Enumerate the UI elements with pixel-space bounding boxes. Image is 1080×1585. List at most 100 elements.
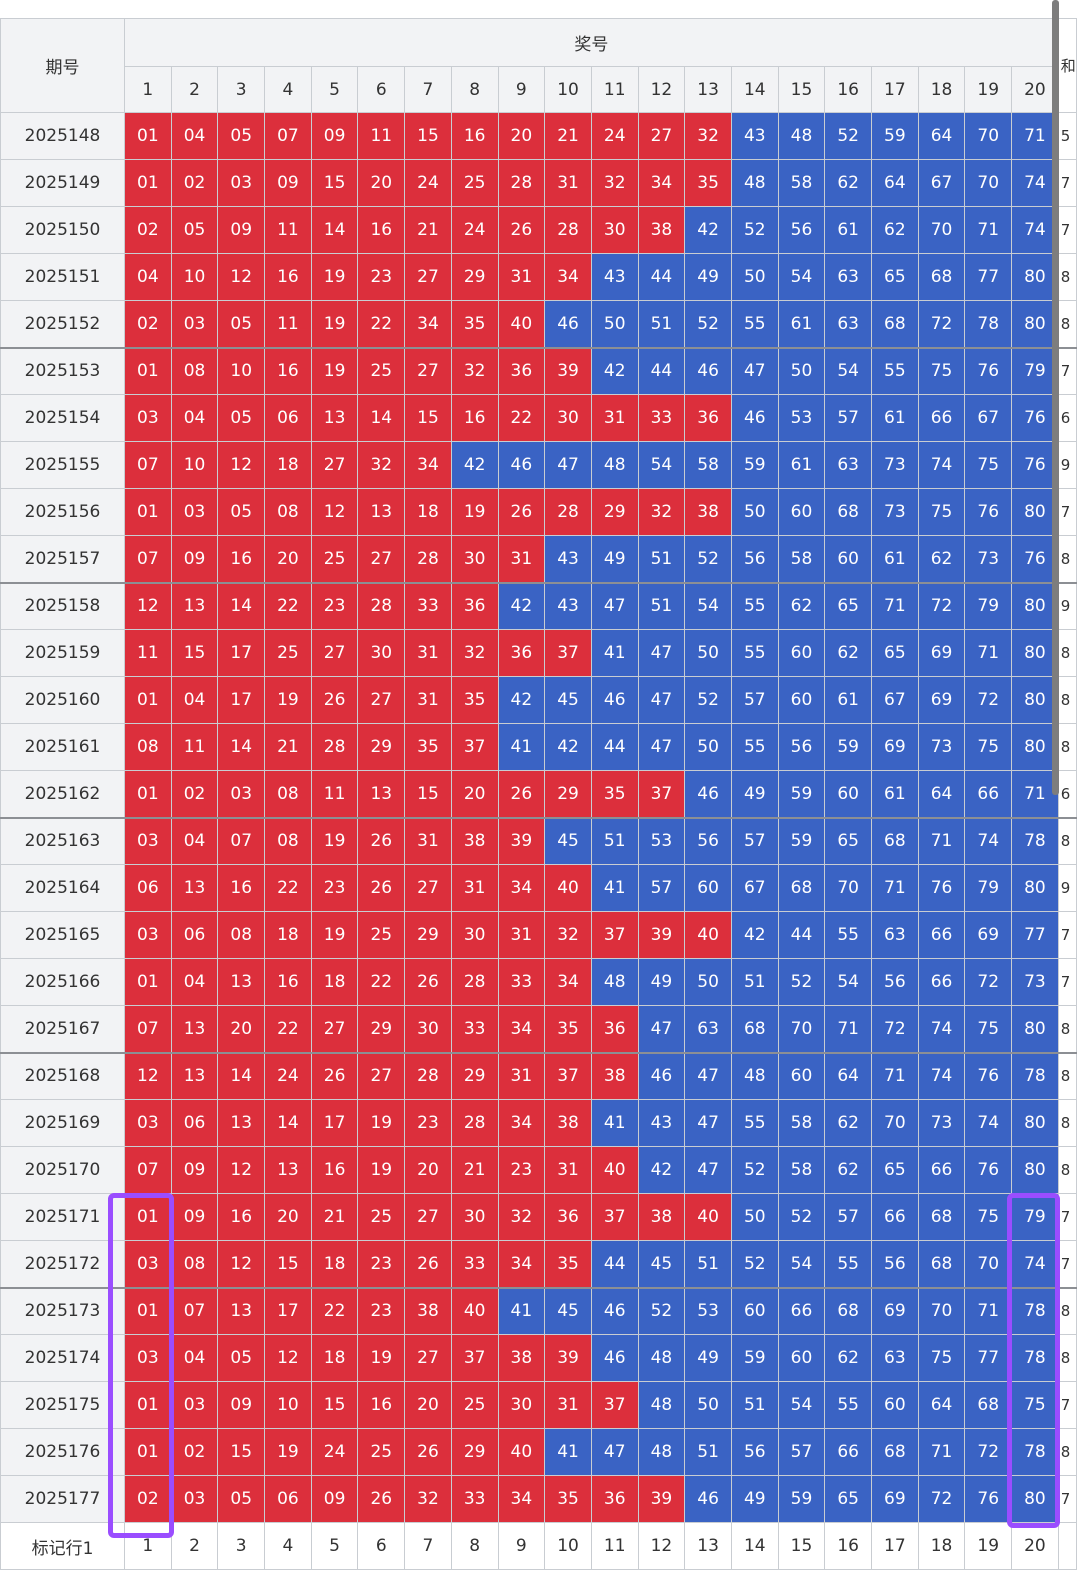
number-cell: 80 bbox=[1011, 1146, 1059, 1194]
number-cell: 41 bbox=[497, 723, 546, 771]
table-row: 2025160 01 04 17 19 26 27 31 35 42 45 46 47 52 57 60 61 6… bbox=[0, 676, 1077, 724]
number-cell: 62 bbox=[824, 629, 872, 677]
number-cell: 47 bbox=[637, 723, 686, 771]
number-cell: 30 bbox=[450, 1193, 499, 1241]
number-cell: 28 bbox=[544, 206, 592, 254]
number-cell: 40 bbox=[544, 864, 592, 912]
number-cell: 56 bbox=[871, 1240, 919, 1289]
number-cell: 27 bbox=[404, 1334, 452, 1382]
number-cell: 10 bbox=[217, 347, 266, 395]
number-cell: 80 bbox=[1011, 723, 1059, 771]
edge-cell: 8 bbox=[1057, 1052, 1077, 1100]
number-cell: 42 bbox=[730, 911, 779, 959]
number-cell: 03 bbox=[170, 488, 219, 536]
number-cell: 75 bbox=[964, 441, 1013, 489]
number-cell: 01 bbox=[124, 1381, 172, 1429]
number-cell: 72 bbox=[917, 582, 966, 630]
number-cell: 67 bbox=[917, 159, 966, 207]
number-cell: 76 bbox=[964, 488, 1013, 536]
number-cell: 75 bbox=[964, 1193, 1013, 1241]
number-cell: 71 bbox=[964, 206, 1013, 254]
number-cell: 21 bbox=[404, 206, 452, 254]
number-cell: 20 bbox=[264, 535, 312, 584]
number-cell: 16 bbox=[357, 206, 406, 254]
number-cell: 58 bbox=[684, 441, 732, 489]
number-cell: 45 bbox=[544, 676, 592, 724]
number-cell: 78 bbox=[1011, 1287, 1059, 1335]
number-cell: 17 bbox=[217, 676, 266, 724]
number-cell: 11 bbox=[124, 629, 172, 677]
number-cell: 11 bbox=[264, 206, 312, 254]
number-cell: 27 bbox=[310, 629, 359, 677]
number-cell: 26 bbox=[310, 676, 359, 724]
edge-cell: 8 bbox=[1057, 253, 1077, 301]
number-cell: 66 bbox=[917, 1146, 966, 1194]
number-cell: 22 bbox=[357, 958, 406, 1006]
column-header-9: 9 bbox=[497, 66, 546, 113]
number-cell: 66 bbox=[777, 1287, 826, 1335]
number-cell: 52 bbox=[730, 1146, 779, 1194]
number-cell: 73 bbox=[917, 1099, 966, 1147]
number-cell: 03 bbox=[217, 159, 266, 207]
number-cell: 42 bbox=[497, 582, 546, 630]
number-cell: 80 bbox=[1011, 1099, 1059, 1147]
number-cell: 60 bbox=[777, 676, 826, 724]
number-cell: 64 bbox=[871, 159, 919, 207]
number-cell: 34 bbox=[544, 253, 592, 301]
number-cell: 31 bbox=[544, 1381, 592, 1429]
number-cell: 40 bbox=[590, 1146, 639, 1194]
number-cell: 45 bbox=[544, 817, 592, 865]
column-header-4: 4 bbox=[264, 66, 312, 113]
number-cell: 02 bbox=[124, 206, 172, 254]
number-cell: 69 bbox=[917, 629, 966, 677]
column-header-13: 13 bbox=[684, 66, 732, 113]
number-cell: 69 bbox=[871, 1287, 919, 1335]
number-cell: 29 bbox=[450, 253, 499, 301]
vertical-scrollbar[interactable] bbox=[1052, 0, 1059, 795]
number-cell: 46 bbox=[497, 441, 546, 489]
number-cell: 01 bbox=[124, 112, 172, 160]
number-cell: 19 bbox=[450, 488, 499, 536]
period-cell: 2025155 bbox=[0, 441, 125, 489]
number-cell: 19 bbox=[357, 1146, 406, 1194]
number-cell: 04 bbox=[170, 817, 219, 865]
number-cell: 33 bbox=[637, 394, 686, 442]
period-cell: 2025160 bbox=[0, 676, 125, 724]
number-cell: 02 bbox=[170, 159, 219, 207]
number-cell: 74 bbox=[917, 1052, 966, 1100]
column-header-14: 14 bbox=[730, 66, 779, 113]
number-cell: 53 bbox=[637, 817, 686, 865]
number-cell: 49 bbox=[730, 1475, 779, 1523]
number-cell: 26 bbox=[497, 488, 546, 536]
number-cell: 38 bbox=[404, 1287, 452, 1335]
number-cell: 71 bbox=[917, 1428, 966, 1476]
number-cell: 60 bbox=[777, 1334, 826, 1382]
number-cell: 69 bbox=[871, 723, 919, 771]
period-cell: 2025169 bbox=[0, 1099, 125, 1147]
number-cell: 47 bbox=[637, 629, 686, 677]
number-cell: 47 bbox=[637, 1005, 686, 1054]
number-cell: 15 bbox=[404, 770, 452, 819]
number-cell: 31 bbox=[404, 817, 452, 865]
column-header-16: 16 bbox=[824, 66, 872, 113]
number-cell: 13 bbox=[170, 1052, 219, 1100]
number-cell: 34 bbox=[404, 441, 452, 489]
number-cell: 20 bbox=[357, 159, 406, 207]
number-cell: 01 bbox=[124, 488, 172, 536]
number-cell: 60 bbox=[777, 488, 826, 536]
number-cell: 38 bbox=[590, 1052, 639, 1100]
edge-cell: 9 bbox=[1057, 864, 1077, 912]
number-cell: 27 bbox=[310, 441, 359, 489]
number-cell: 15 bbox=[170, 629, 219, 677]
number-cell: 69 bbox=[964, 911, 1013, 959]
number-cell: 80 bbox=[1011, 864, 1059, 912]
number-cell: 60 bbox=[684, 864, 732, 912]
period-cell: 2025177 bbox=[0, 1475, 125, 1523]
number-cell: 55 bbox=[730, 629, 779, 677]
number-cell: 31 bbox=[404, 629, 452, 677]
number-cell: 08 bbox=[264, 817, 312, 865]
number-cell: 27 bbox=[310, 1005, 359, 1054]
table-row: 2025153 01 08 10 16 19 25 27 32 36 39 42 44 46 47 50 54 5… bbox=[0, 347, 1077, 395]
number-cell: 26 bbox=[404, 958, 452, 1006]
number-cell: 04 bbox=[170, 1334, 219, 1382]
